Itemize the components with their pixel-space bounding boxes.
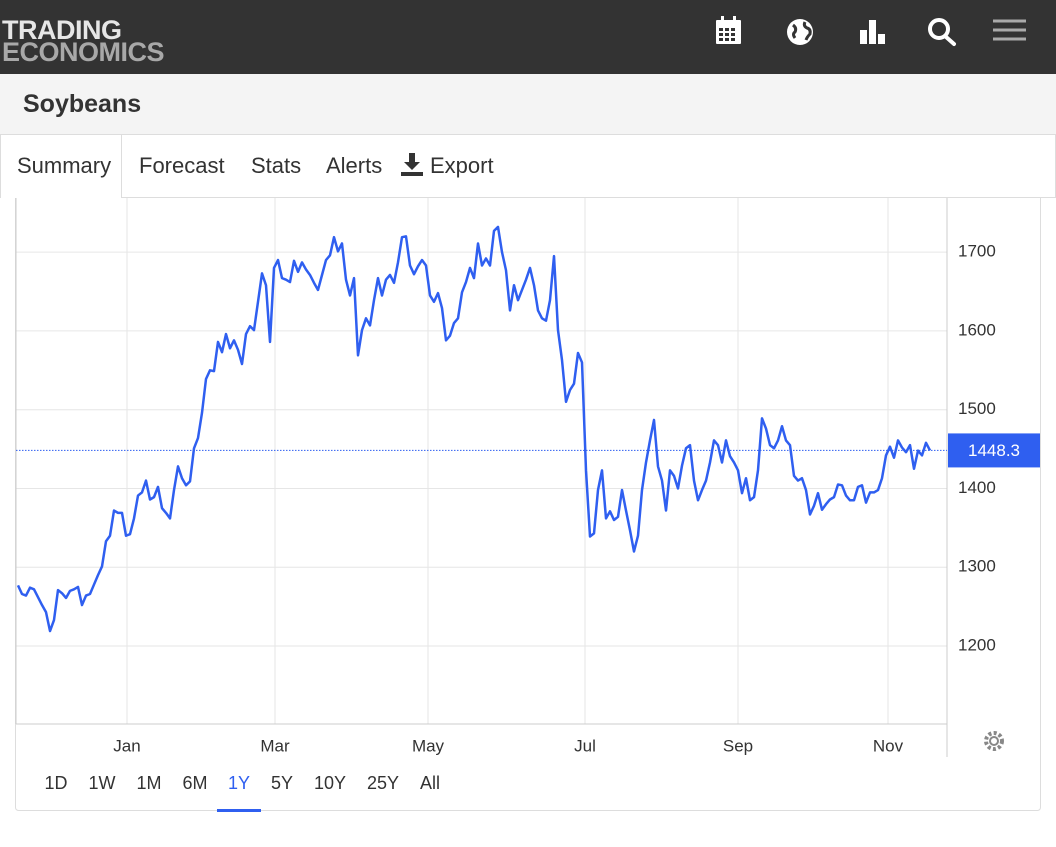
range-button[interactable]: 25Y xyxy=(366,773,400,793)
y-tick-label: 1200 xyxy=(958,635,996,654)
last-value-box xyxy=(948,433,1040,468)
export-icon[interactable] xyxy=(401,153,423,177)
range-button[interactable]: 1M xyxy=(136,773,162,793)
chart-frame xyxy=(15,189,1041,811)
logo-bottom[interactable]: ECONOMICS xyxy=(2,37,165,67)
y-tick-label: 1500 xyxy=(958,399,996,418)
x-tick-label: Mar xyxy=(260,736,290,755)
x-tick-label: Jan xyxy=(113,736,140,755)
range-button[interactable]: All xyxy=(419,773,440,793)
y-tick-label: 1600 xyxy=(958,320,996,339)
range-button[interactable]: 6M xyxy=(182,773,208,793)
calendar-icon[interactable] xyxy=(716,16,741,44)
x-tick-label: May xyxy=(412,736,445,755)
y-tick-label: 1400 xyxy=(958,478,996,497)
range-button[interactable]: 10Y xyxy=(313,773,347,793)
range-button[interactable]: 1W xyxy=(88,773,116,793)
tab[interactable]: Stats xyxy=(251,153,302,178)
settings-icon[interactable] xyxy=(984,731,1004,751)
chart-icon[interactable] xyxy=(860,20,885,44)
range-button[interactable]: 1Y xyxy=(217,770,261,812)
search-icon[interactable] xyxy=(928,18,956,46)
x-tick-label: Sep xyxy=(723,736,753,755)
top-bar: TRADING ECONOMICS xyxy=(0,0,1056,74)
page-title: Soybeans xyxy=(23,90,142,118)
tab[interactable]: Forecast xyxy=(139,153,225,178)
range-button[interactable]: 5Y xyxy=(270,773,294,793)
last-value-label: 1448.3 xyxy=(968,441,1020,460)
menu-icon[interactable] xyxy=(993,19,1026,41)
y-tick-label: 1700 xyxy=(958,242,996,261)
price-line xyxy=(16,225,932,633)
range-button[interactable]: 1D xyxy=(44,773,68,793)
x-tick-label: Jul xyxy=(574,736,596,755)
globe-icon[interactable] xyxy=(787,19,813,45)
logo-top[interactable]: TRADING xyxy=(2,15,122,45)
tab[interactable]: Export xyxy=(430,153,494,178)
nav-icons xyxy=(716,16,1026,46)
tab-bar: Summary Forecast Stats Alerts Export xyxy=(0,134,1056,198)
title-bar: Soybeans xyxy=(0,74,1056,134)
tab[interactable]: Summary xyxy=(1,135,123,198)
y-tick-label: 1300 xyxy=(958,557,996,576)
x-tick-label: Nov xyxy=(873,736,904,755)
tab[interactable]: Alerts xyxy=(326,153,383,178)
